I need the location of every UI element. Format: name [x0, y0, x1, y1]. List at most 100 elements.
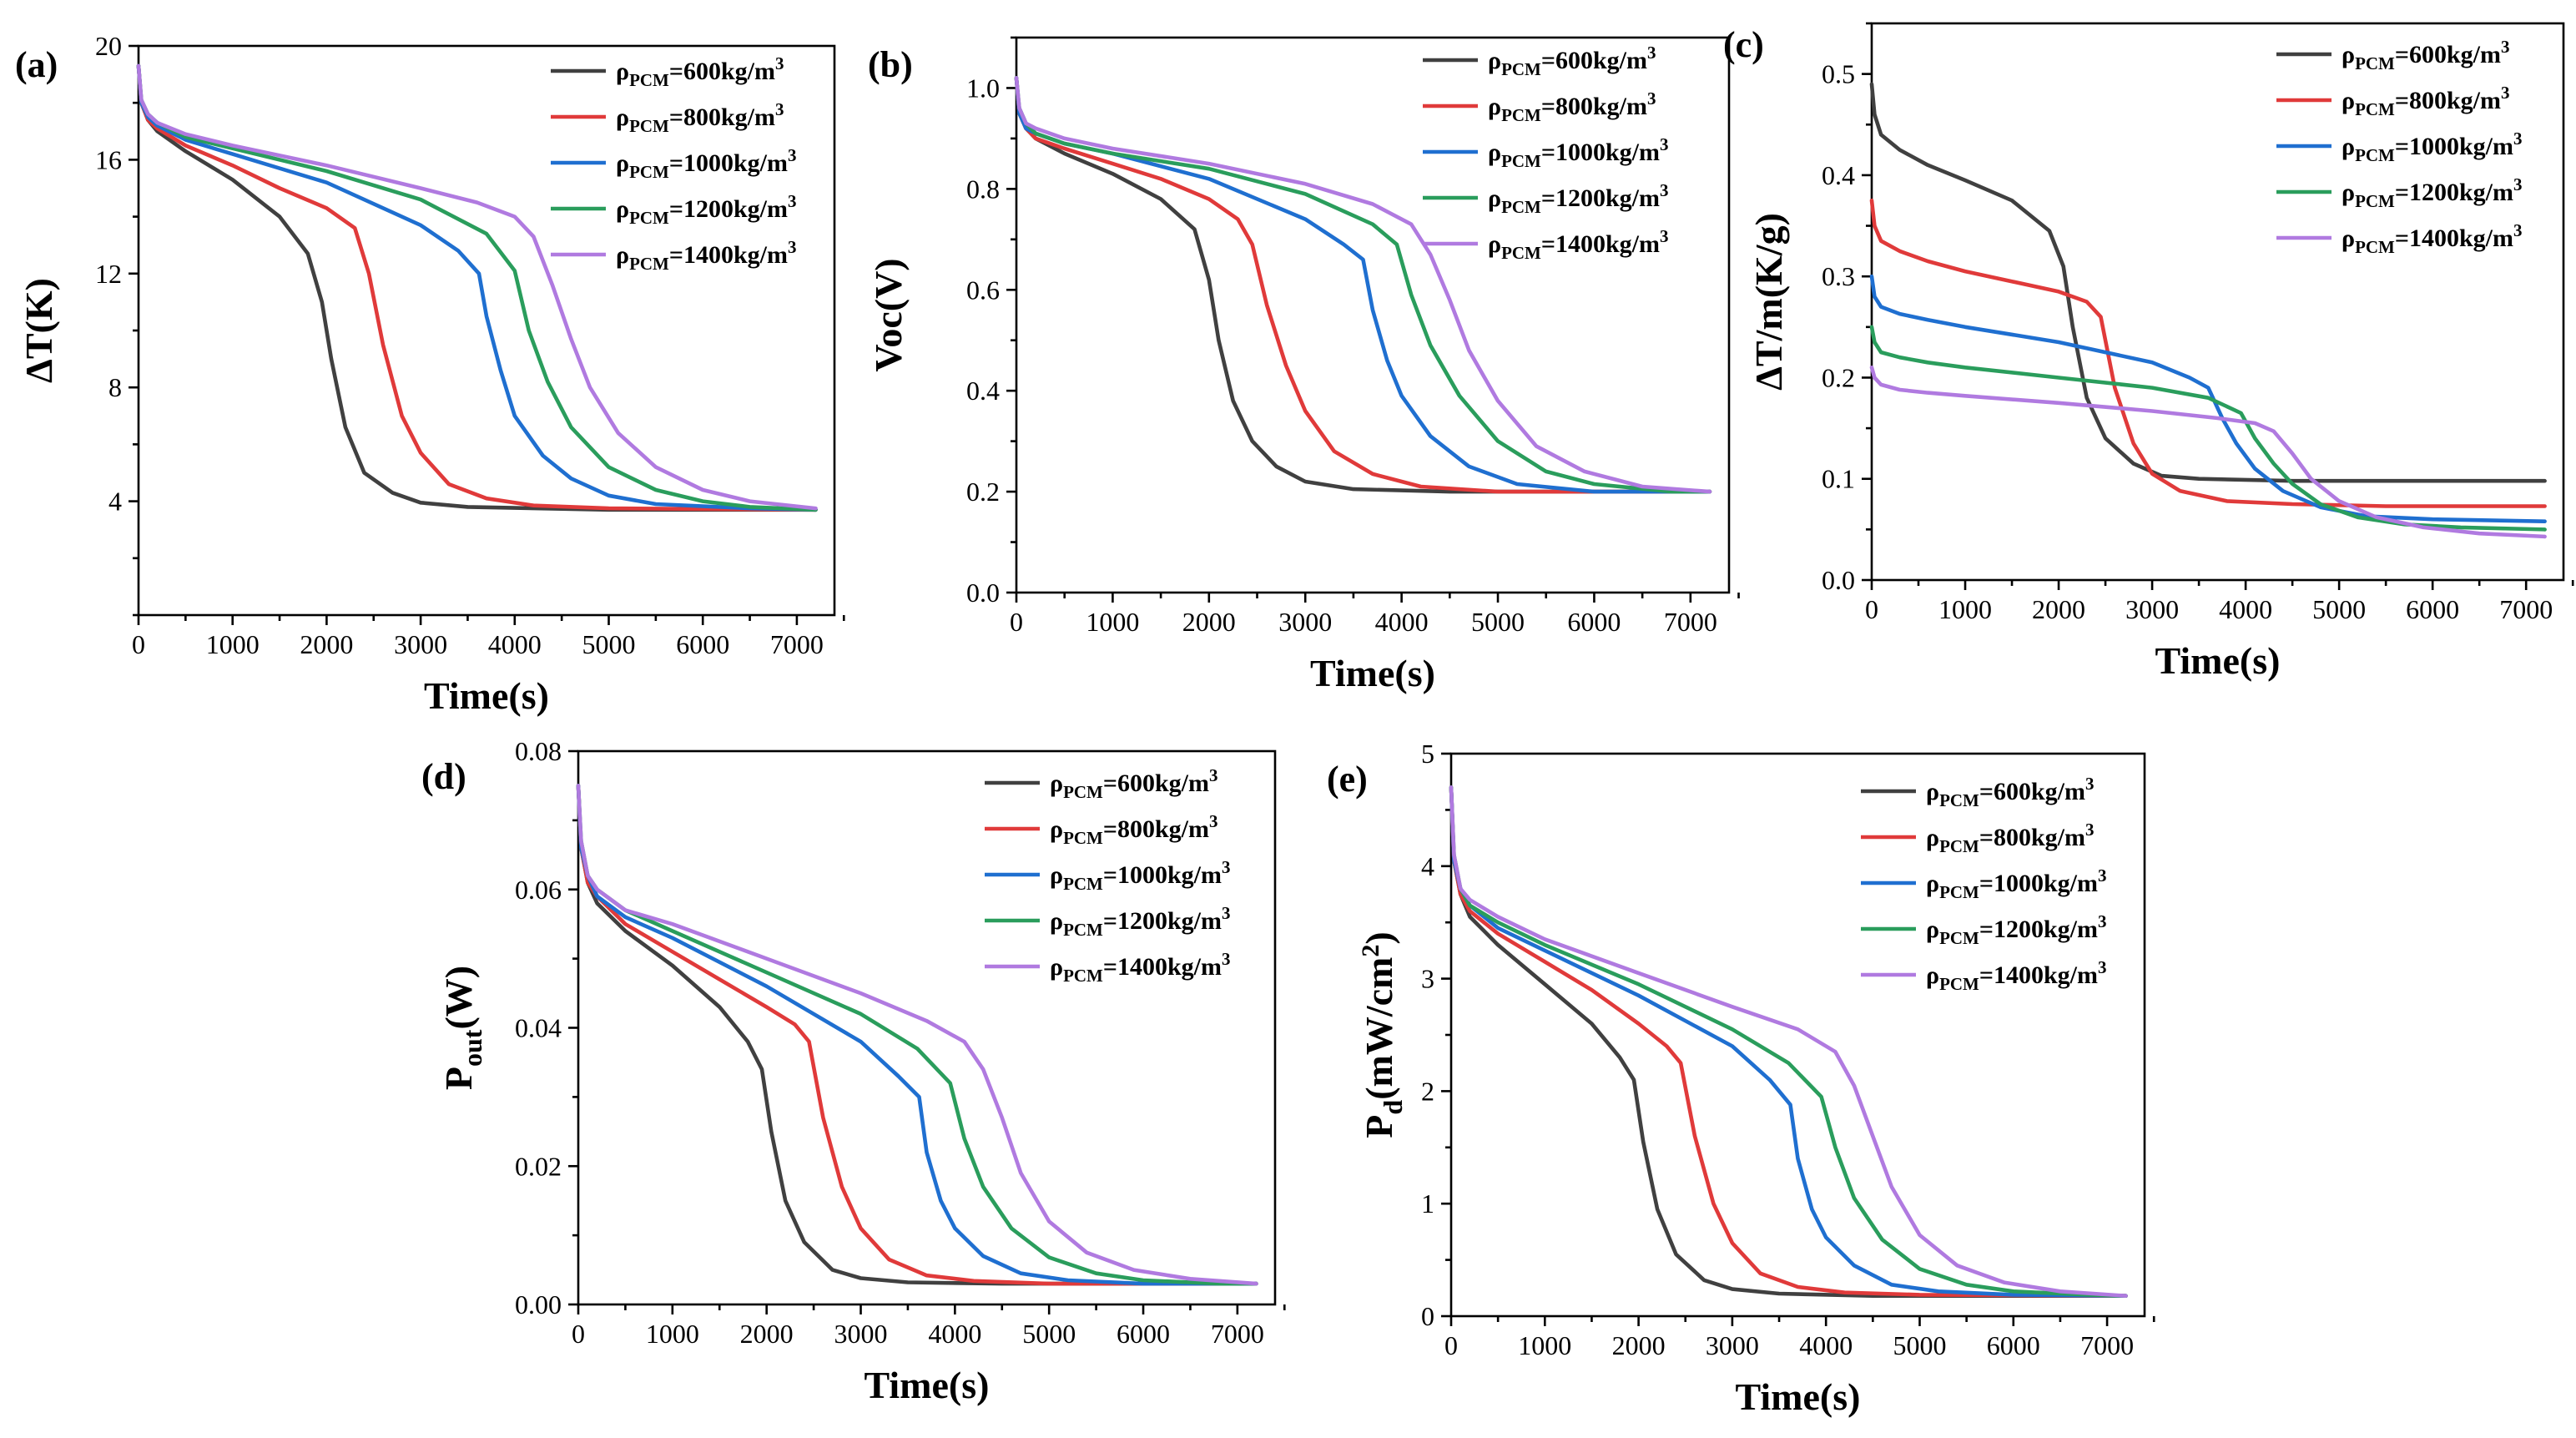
- panel-label: (b): [868, 44, 913, 85]
- series-line-5: [136, 63, 818, 511]
- x-tick-label: 6000: [2406, 594, 2459, 624]
- x-tick-label: 0: [1865, 594, 1878, 624]
- series-line-2: [1014, 76, 1712, 494]
- x-tick-label: 1000: [206, 629, 260, 659]
- panel-e: 0 1000 2000 3000 4000 5000 6000 7000 0 1 2 3 4 5 (e) Ti…: [1327, 739, 2155, 1418]
- x-axis-title: Time(s): [2155, 639, 2281, 682]
- x-tick-label: 7000: [1211, 1319, 1264, 1349]
- series-line-2: [1869, 198, 2547, 508]
- legend-label-4: ρPCM=1200kg/m3: [1050, 903, 1231, 940]
- x-axis-title: Time(s): [1736, 1375, 1861, 1418]
- legend-label-1: ρPCM=600kg/m3: [1488, 43, 1656, 79]
- y-tick-label: 5: [1421, 739, 1434, 769]
- x-tick-label: 7000: [2499, 594, 2553, 624]
- x-tick-label: 6000: [676, 629, 729, 659]
- y-tick-label: 0.08: [515, 736, 562, 766]
- x-tick-label: 2000: [740, 1319, 794, 1349]
- y-tick-label: 3: [1421, 964, 1434, 994]
- legend-label-1: ρPCM=600kg/m3: [1050, 765, 1218, 802]
- x-tick-label: 7000: [770, 629, 824, 659]
- series-line-1: [1449, 785, 2128, 1298]
- x-tick-label: 5000: [1471, 607, 1525, 637]
- legend-label-1: ρPCM=600kg/m3: [616, 53, 784, 90]
- y-tick-label: 0.02: [515, 1151, 562, 1181]
- x-tick-label: 4000: [488, 629, 542, 659]
- y-axis-title-main: P: [1358, 1115, 1400, 1138]
- x-tick-label: 3000: [2125, 594, 2179, 624]
- y-axis-title: Pout(W): [437, 966, 487, 1090]
- legend-label-2: ρPCM=800kg/m3: [1488, 88, 1656, 125]
- legend-label-4: ρPCM=1200kg/m3: [616, 191, 797, 228]
- y-tick-label: 1.0: [966, 73, 1000, 103]
- x-tick-label: 6000: [1987, 1330, 2040, 1360]
- x-tick-label: 5000: [582, 629, 636, 659]
- x-tick-label: 1000: [1518, 1330, 1571, 1360]
- y-axis-title-tail: (W): [437, 966, 480, 1030]
- series-line-1: [1869, 82, 2547, 483]
- x-tick-label: 6000: [1117, 1319, 1170, 1349]
- series-line-2: [576, 784, 1258, 1286]
- x-tick-label: 5000: [2312, 594, 2366, 624]
- series-line-4: [1869, 325, 2547, 532]
- legend-label-4: ρPCM=1200kg/m3: [1926, 911, 2107, 948]
- plot-frame: [1870, 22, 2565, 582]
- panel-a: 0 1000 2000 3000 4000 5000 6000 7000 4 8 12 16 20 (a)…: [15, 31, 845, 717]
- legend-label-2: ρPCM=800kg/m3: [2342, 83, 2510, 119]
- series-line-5: [576, 784, 1258, 1286]
- legend-label-2: ρPCM=800kg/m3: [1926, 820, 2095, 856]
- series-line-3: [136, 63, 818, 512]
- y-tick-label: 0.6: [966, 275, 1000, 305]
- y-tick-label: 0.04: [515, 1013, 562, 1043]
- series-line-2: [136, 63, 818, 512]
- y-tick-label: 0.4: [1822, 160, 1855, 190]
- legend-label-2: ρPCM=800kg/m3: [616, 99, 784, 136]
- x-tick-label: 3000: [1706, 1330, 1759, 1360]
- panel-d: 0 1000 2000 3000 4000 5000 6000 7000 0.00 0.02 0.0…: [421, 736, 1286, 1406]
- x-tick-label: 6000: [1567, 607, 1621, 637]
- x-tick-label: 0: [1010, 607, 1023, 637]
- x-tick-label: 2000: [1182, 607, 1236, 637]
- legend-label-1: ρPCM=600kg/m3: [2342, 37, 2510, 73]
- y-tick-label: 0.06: [515, 875, 562, 905]
- plot-frame: [137, 44, 836, 617]
- legend-label-3: ρPCM=1000kg/m3: [2342, 129, 2523, 165]
- y-tick-label: 0.0: [966, 578, 1000, 608]
- legend-label-3: ρPCM=1000kg/m3: [1926, 865, 2107, 902]
- legend-label-3: ρPCM=1000kg/m3: [616, 145, 797, 182]
- y-tick-label: 0.5: [1822, 59, 1855, 89]
- legend-label-4: ρPCM=1200kg/m3: [1488, 180, 1669, 217]
- legend-label-2: ρPCM=800kg/m3: [1050, 811, 1218, 848]
- legend-label-5: ρPCM=1400kg/m3: [1050, 949, 1231, 986]
- y-axis-title: Pd(mW/cm2): [1357, 931, 1408, 1138]
- panel-label: (e): [1327, 759, 1368, 800]
- y-tick-label: 0.2: [1822, 362, 1855, 392]
- x-tick-label: 3000: [394, 629, 447, 659]
- y-axis-title-end: ): [1358, 931, 1400, 944]
- legend-label-5: ρPCM=1400kg/m3: [1926, 957, 2107, 994]
- y-axis-title-main: P: [437, 1067, 480, 1090]
- x-axis-title: Time(s): [865, 1364, 990, 1406]
- panel-label: (c): [1723, 24, 1764, 65]
- y-axis-title: Voc(V): [867, 258, 910, 371]
- x-tick-label: 1000: [1086, 607, 1139, 637]
- x-tick-label: 1000: [1938, 594, 1992, 624]
- x-tick-label: 2000: [300, 629, 353, 659]
- legend-label-5: ρPCM=1400kg/m3: [2342, 220, 2523, 257]
- x-tick-label: 4000: [1375, 607, 1429, 637]
- series-line-1: [136, 63, 818, 512]
- y-tick-label: 4: [108, 487, 122, 517]
- y-tick-label: 12: [95, 259, 122, 289]
- series-line-5: [1869, 365, 2547, 539]
- legend-label-3: ρPCM=1000kg/m3: [1488, 134, 1669, 171]
- y-tick-label: 8: [108, 372, 122, 402]
- panel-b: 0 1000 2000 3000 4000 5000 6000 7000 0.0 0.2 0.4 0.…: [867, 36, 1740, 694]
- x-tick-label: 5000: [1022, 1319, 1076, 1349]
- y-tick-label: 1: [1421, 1188, 1434, 1219]
- y-axis-title: ΔT(K): [18, 278, 60, 383]
- series-line-3: [576, 784, 1258, 1286]
- y-axis-title-sub: out: [457, 1029, 487, 1067]
- legend-label-5: ρPCM=1400kg/m3: [616, 237, 797, 274]
- y-tick-label: 0.3: [1822, 261, 1855, 291]
- series-line-1: [576, 784, 1258, 1286]
